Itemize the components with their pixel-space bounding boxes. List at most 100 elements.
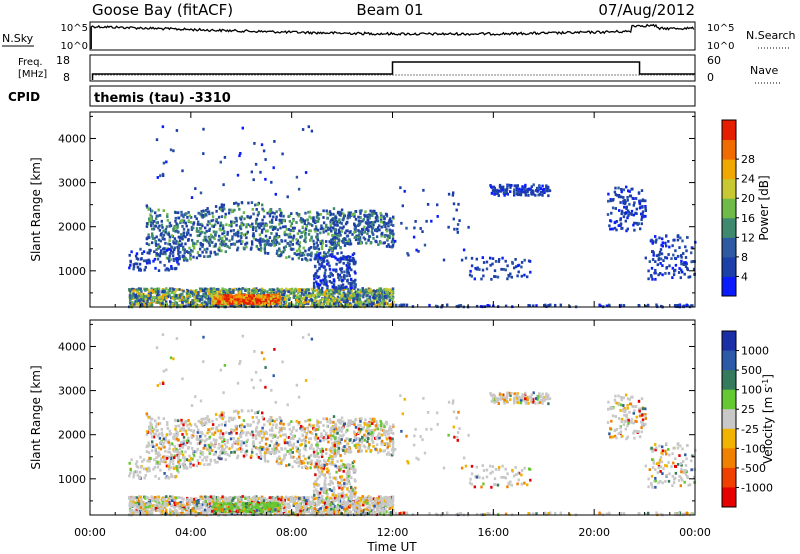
velocity-cell xyxy=(285,495,288,499)
power-cell xyxy=(300,291,304,295)
power-cell xyxy=(162,209,165,212)
power-cell xyxy=(661,237,664,241)
power-cell xyxy=(164,230,167,234)
power-cell xyxy=(337,241,340,245)
power-cell xyxy=(422,188,425,192)
freq-unit-label: [MHz] xyxy=(18,69,47,80)
power-cell xyxy=(287,298,291,302)
power-cell xyxy=(237,202,240,206)
power-cell xyxy=(346,240,349,243)
power-cell xyxy=(137,302,140,306)
power-cell xyxy=(233,232,236,236)
power-cell xyxy=(223,299,226,303)
velocity-cell xyxy=(284,497,287,500)
power-cell xyxy=(386,237,389,241)
power-cell xyxy=(662,259,665,262)
power-cell xyxy=(385,214,389,218)
power-cell xyxy=(638,201,641,205)
power-cell xyxy=(208,254,212,258)
station-title: Goose Bay (fitACF) xyxy=(92,1,233,19)
power-cell xyxy=(191,299,195,303)
power-cell xyxy=(456,223,460,226)
velocity-cell xyxy=(201,503,204,506)
power-cell xyxy=(213,301,216,305)
power-cell xyxy=(324,304,328,308)
power-cell xyxy=(339,300,342,304)
power-cell xyxy=(211,218,215,222)
power-cell xyxy=(147,303,150,306)
power-cell xyxy=(314,246,318,250)
power-cell xyxy=(128,288,131,291)
power-cell xyxy=(177,252,180,256)
power-cell xyxy=(349,213,352,217)
power-cell xyxy=(315,220,318,223)
power-cell xyxy=(340,267,344,270)
power-cell xyxy=(162,174,165,177)
power-cell xyxy=(322,258,325,262)
power-cell xyxy=(206,207,209,210)
power-cell xyxy=(315,288,318,292)
power-cell xyxy=(205,250,208,254)
power-cell xyxy=(260,304,263,307)
power-cell xyxy=(635,221,638,225)
power-cell xyxy=(198,299,201,303)
power-cell xyxy=(348,212,352,215)
power-cell xyxy=(308,210,312,214)
power-cell xyxy=(304,298,307,302)
power-y-tick-label: 1000 xyxy=(58,265,86,278)
power-cell xyxy=(212,225,215,228)
power-cell xyxy=(637,192,641,195)
power-cell xyxy=(192,222,195,226)
power-cell xyxy=(326,259,329,263)
power-cell xyxy=(206,210,210,214)
power-cell xyxy=(223,230,226,233)
power-cell xyxy=(186,296,190,300)
power-cell xyxy=(272,295,275,298)
power-cell xyxy=(384,287,388,291)
power-cell xyxy=(266,302,269,306)
power-cell xyxy=(226,233,229,236)
power-cell xyxy=(226,294,230,297)
power-cell xyxy=(631,187,634,191)
velocity-cell xyxy=(364,512,367,515)
power-cell xyxy=(169,224,173,228)
power-cell xyxy=(362,300,366,304)
power-cell xyxy=(145,242,149,245)
power-cell xyxy=(679,276,682,280)
power-cell xyxy=(202,289,206,293)
power-cell xyxy=(684,265,688,268)
power-cell xyxy=(308,294,311,298)
power-cell xyxy=(478,268,481,271)
power-cell xyxy=(201,230,204,234)
power-cell xyxy=(403,303,406,307)
power-cell xyxy=(219,297,223,301)
power-cell xyxy=(367,239,370,242)
velocity-cell xyxy=(356,496,360,500)
velocity-cell xyxy=(364,507,367,511)
power-cell xyxy=(311,224,314,227)
power-cell xyxy=(651,241,654,245)
power-cell xyxy=(137,299,140,302)
power-cell xyxy=(209,238,212,241)
power-cell xyxy=(671,266,674,270)
power-cell xyxy=(291,226,295,230)
power-cell xyxy=(609,199,612,203)
power-cell xyxy=(244,299,247,303)
power-cell xyxy=(299,301,302,305)
power-cell xyxy=(354,238,358,242)
power-cell xyxy=(295,241,299,245)
power-cell xyxy=(334,246,337,250)
power-cell xyxy=(341,286,344,290)
power-cell xyxy=(370,230,374,233)
power-cell xyxy=(150,241,154,245)
power-cell xyxy=(419,227,422,230)
power-cell xyxy=(174,242,177,245)
power-cell xyxy=(481,268,485,272)
power-cell xyxy=(278,247,281,251)
power-cell xyxy=(321,226,324,230)
power-cell xyxy=(326,285,329,288)
power-cell xyxy=(207,300,211,303)
power-cell xyxy=(204,226,207,230)
power-cell xyxy=(349,277,353,281)
power-cell xyxy=(655,238,658,242)
